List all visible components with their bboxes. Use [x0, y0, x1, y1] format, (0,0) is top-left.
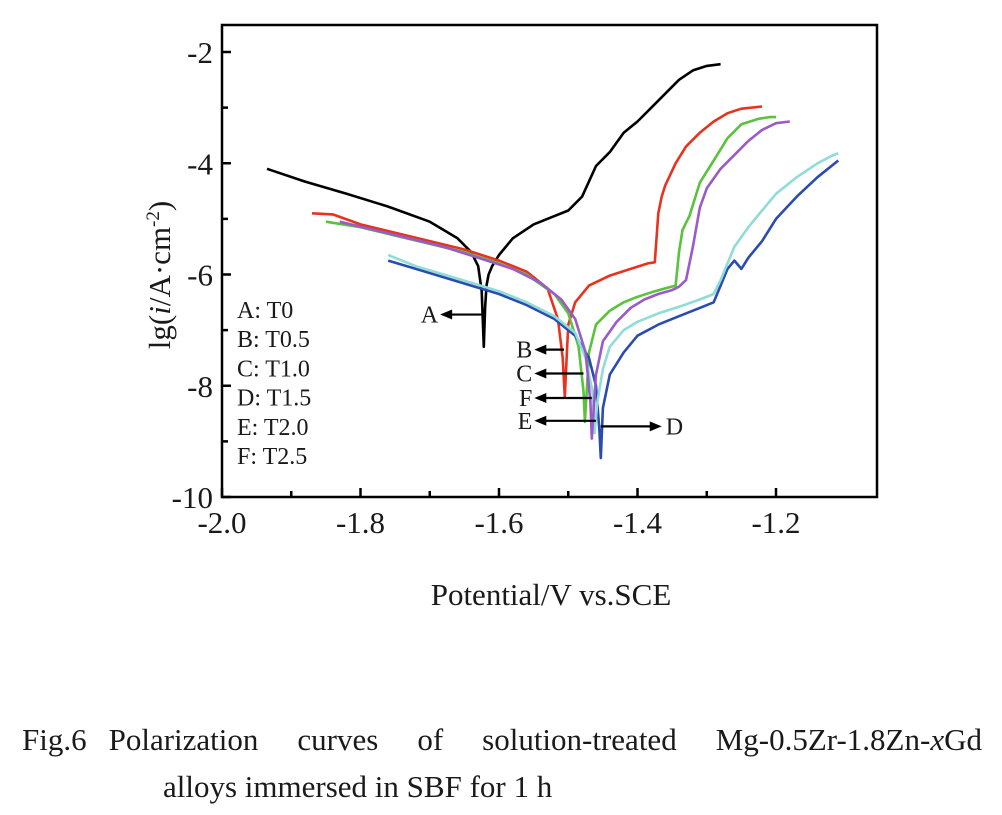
caption-alloy-pre: Mg-0.5Zr-1.8Zn- [715, 722, 931, 757]
plot-frame [220, 23, 879, 499]
annotation-label-D: D [666, 414, 683, 440]
series-layer [266, 62, 840, 460]
series-line-A [266, 62, 721, 349]
annotation-label-B: B [516, 338, 532, 364]
y-axis-title-pre: lg( [142, 315, 177, 349]
y-tick-label: -6 [187, 258, 213, 293]
y-tick-label: -4 [187, 146, 213, 181]
y-axis: -2 -4 -6 -8 -10 [172, 35, 231, 515]
x-tick-label: -1.8 [336, 505, 385, 540]
caption-word: solution-treated [482, 722, 677, 757]
annotation-label-F: F [519, 386, 532, 412]
y-axis-title: lg(i/A·cm-2) [142, 201, 177, 349]
caption-word: of [417, 722, 444, 757]
arrowhead-F [534, 392, 547, 403]
figure-caption-line-2: alloys immersed in SBF for 1 h [163, 769, 553, 804]
series-line-B [311, 105, 763, 399]
annotation-label-C: C [516, 362, 532, 388]
x-axis-title: Potential/V vs.SCE [431, 577, 672, 612]
y-tick-label: -8 [187, 369, 213, 404]
annotation-label-A: A [421, 303, 439, 329]
legend-entry-F: F: T2.5 [237, 444, 307, 470]
x-tick-label: -1.6 [474, 505, 523, 540]
arrowhead-D [649, 421, 662, 432]
y-tick-label: -10 [172, 480, 213, 515]
series-line-E [387, 151, 839, 435]
y-axis-title-sup: -2 [143, 211, 164, 227]
caption-alloy-italic: x [930, 722, 945, 757]
figure-caption-line-1: Fig.6 Polarization curves of solution-tr… [22, 716, 982, 763]
legend-entry-B: B: T0.5 [237, 327, 310, 353]
y-axis-title-mid: /A·cm [142, 227, 177, 306]
legend-entry-C: C: T1.0 [237, 356, 310, 382]
caption-alloy: Mg-0.5Zr-1.8Zn-xGd [716, 716, 982, 763]
legend-entry-E: E: T2.0 [237, 415, 309, 441]
legend: A: T0 B: T0.5 C: T1.0 D: T1.5 E: T2.0 F: T2.5 [237, 298, 311, 470]
series-line-F [339, 120, 790, 440]
arrowhead-A [440, 309, 453, 320]
caption-words: Polarization curves of solution-treated … [109, 716, 982, 763]
arrowhead-E [534, 415, 547, 426]
y-tick-label: -2 [187, 35, 213, 70]
caption-word: Polarization [108, 722, 259, 757]
arrowhead-C [534, 368, 547, 379]
caption-word: curves [297, 722, 379, 757]
annotation-label-E: E [518, 409, 533, 435]
x-tick-label: -1.2 [751, 505, 800, 540]
x-axis: -2.0 -1.8 -1.6 -1.4 -1.2 [197, 488, 801, 540]
legend-entry-A: A: T0 [237, 298, 293, 324]
caption-alloy-post: Gd [944, 722, 982, 757]
series-line-D [387, 159, 840, 460]
figure-label: Fig.6 [22, 722, 87, 757]
y-axis-title-italic: i [142, 306, 177, 315]
x-tick-label: -1.4 [613, 505, 663, 540]
y-axis-title-post: ) [142, 201, 177, 211]
series-line-C [325, 115, 776, 424]
x-tick-label: -2.0 [197, 505, 246, 540]
arrowhead-B [534, 344, 547, 355]
legend-entry-D: D: T1.5 [237, 386, 311, 412]
